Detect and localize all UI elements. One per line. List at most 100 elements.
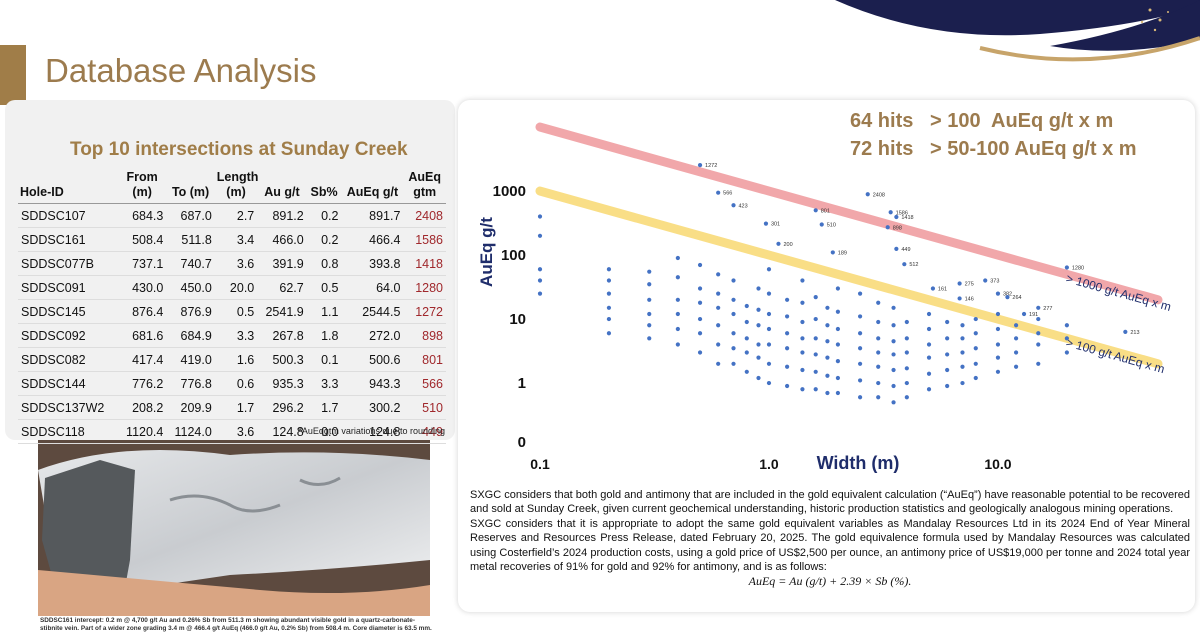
table-cell: 419.0 — [166, 347, 215, 372]
point — [766, 291, 772, 296]
point — [813, 387, 818, 392]
point — [1064, 350, 1069, 355]
point — [926, 355, 932, 360]
point — [973, 331, 978, 336]
table-cell: 876.9 — [166, 299, 215, 324]
point — [960, 350, 965, 355]
point — [945, 336, 950, 341]
point — [830, 250, 835, 255]
point — [876, 395, 881, 400]
table-cell: 3.3 — [214, 323, 258, 348]
table-cell: 684.3 — [117, 203, 167, 228]
point-label: 382 — [1003, 292, 1012, 298]
table-cell: SDDSC137W2 — [18, 395, 118, 420]
point — [891, 305, 896, 310]
swoosh — [1050, 0, 1200, 51]
table-cell: 417.4 — [117, 347, 167, 372]
point — [731, 331, 736, 336]
point — [716, 291, 721, 296]
table-cell: 0.5 — [306, 275, 342, 300]
point — [731, 346, 736, 351]
point — [647, 336, 652, 341]
point — [716, 272, 721, 277]
point — [606, 305, 612, 310]
point — [926, 371, 932, 376]
point — [697, 300, 703, 305]
table-cell: 430.0 — [117, 275, 167, 300]
point — [926, 326, 932, 332]
column-header: Hole-ID — [18, 170, 118, 204]
point — [766, 361, 772, 366]
body-text: SXGC considers that both gold and antimo… — [470, 488, 1190, 589]
table-cell: 510 — [403, 395, 446, 420]
point — [766, 342, 772, 347]
point — [857, 361, 863, 366]
table-cell: 687.0 — [166, 203, 215, 228]
point — [904, 380, 909, 386]
point — [835, 375, 841, 381]
paragraph: SXGC considers that it is appropriate to… — [470, 517, 1190, 574]
table-cell: 300.2 — [341, 395, 404, 420]
point — [697, 286, 703, 291]
point — [835, 342, 841, 347]
point — [825, 390, 830, 396]
point — [776, 241, 781, 246]
point — [785, 346, 790, 351]
point — [835, 390, 841, 396]
point — [876, 319, 881, 325]
point — [825, 339, 830, 344]
point — [537, 278, 543, 283]
point — [865, 192, 870, 197]
point — [926, 311, 932, 317]
point — [960, 364, 965, 369]
point — [697, 163, 703, 168]
point — [731, 361, 736, 366]
point — [891, 383, 896, 389]
point — [904, 366, 909, 371]
point — [960, 323, 965, 328]
point-label: 146 — [965, 296, 974, 302]
point — [647, 269, 652, 274]
point — [716, 361, 721, 366]
annotation: 64 hits > 100 AuEq g/t x m — [850, 110, 1113, 132]
point — [857, 378, 863, 383]
point — [606, 291, 612, 296]
point — [716, 323, 721, 328]
point — [697, 331, 703, 336]
table-row: SDDSC082 417.4 419.0 1.6 500.3 0.1 500.6 801 — [18, 347, 446, 372]
point — [537, 233, 543, 238]
point — [813, 208, 818, 213]
point — [926, 342, 932, 347]
point — [876, 364, 881, 369]
table-cell: 891.2 — [257, 203, 307, 228]
table-cell: 1.7 — [214, 395, 258, 420]
table-row: SDDSC092 681.6 684.9 3.3 267.8 1.8 272.0 898 — [18, 323, 446, 348]
column-header: AuEq gtm — [403, 170, 446, 204]
table-cell: 0.8 — [306, 251, 342, 276]
y-tick-label: 100 — [501, 247, 526, 264]
table-cell: 876.4 — [117, 299, 167, 324]
table-cell: 62.7 — [257, 275, 307, 300]
point — [813, 369, 818, 374]
table-cell: 3.6 — [214, 251, 258, 276]
point — [785, 297, 790, 302]
point — [945, 319, 950, 325]
point — [606, 267, 612, 272]
core — [38, 450, 430, 600]
table-cell: 2541.9 — [257, 299, 307, 324]
point — [926, 387, 932, 392]
point — [756, 375, 761, 381]
table-cell: 208.2 — [117, 395, 167, 420]
photo-caption: SDDSC161 intercept: 0.2 m @ 4,700 g/t Au… — [40, 617, 432, 632]
point — [1123, 329, 1128, 335]
table-cell: 2.7 — [214, 203, 258, 228]
point — [731, 311, 736, 317]
point — [945, 383, 950, 389]
point — [973, 375, 978, 381]
point — [835, 359, 841, 364]
table-row: SDDSC118 1120.4 1124.0 3.6 124.8 0.0 124.8 449 — [18, 419, 446, 444]
table-cell: 740.7 — [166, 251, 215, 276]
y-tick-label: 0 — [518, 434, 526, 451]
table-cell: 0.2 — [306, 227, 342, 252]
